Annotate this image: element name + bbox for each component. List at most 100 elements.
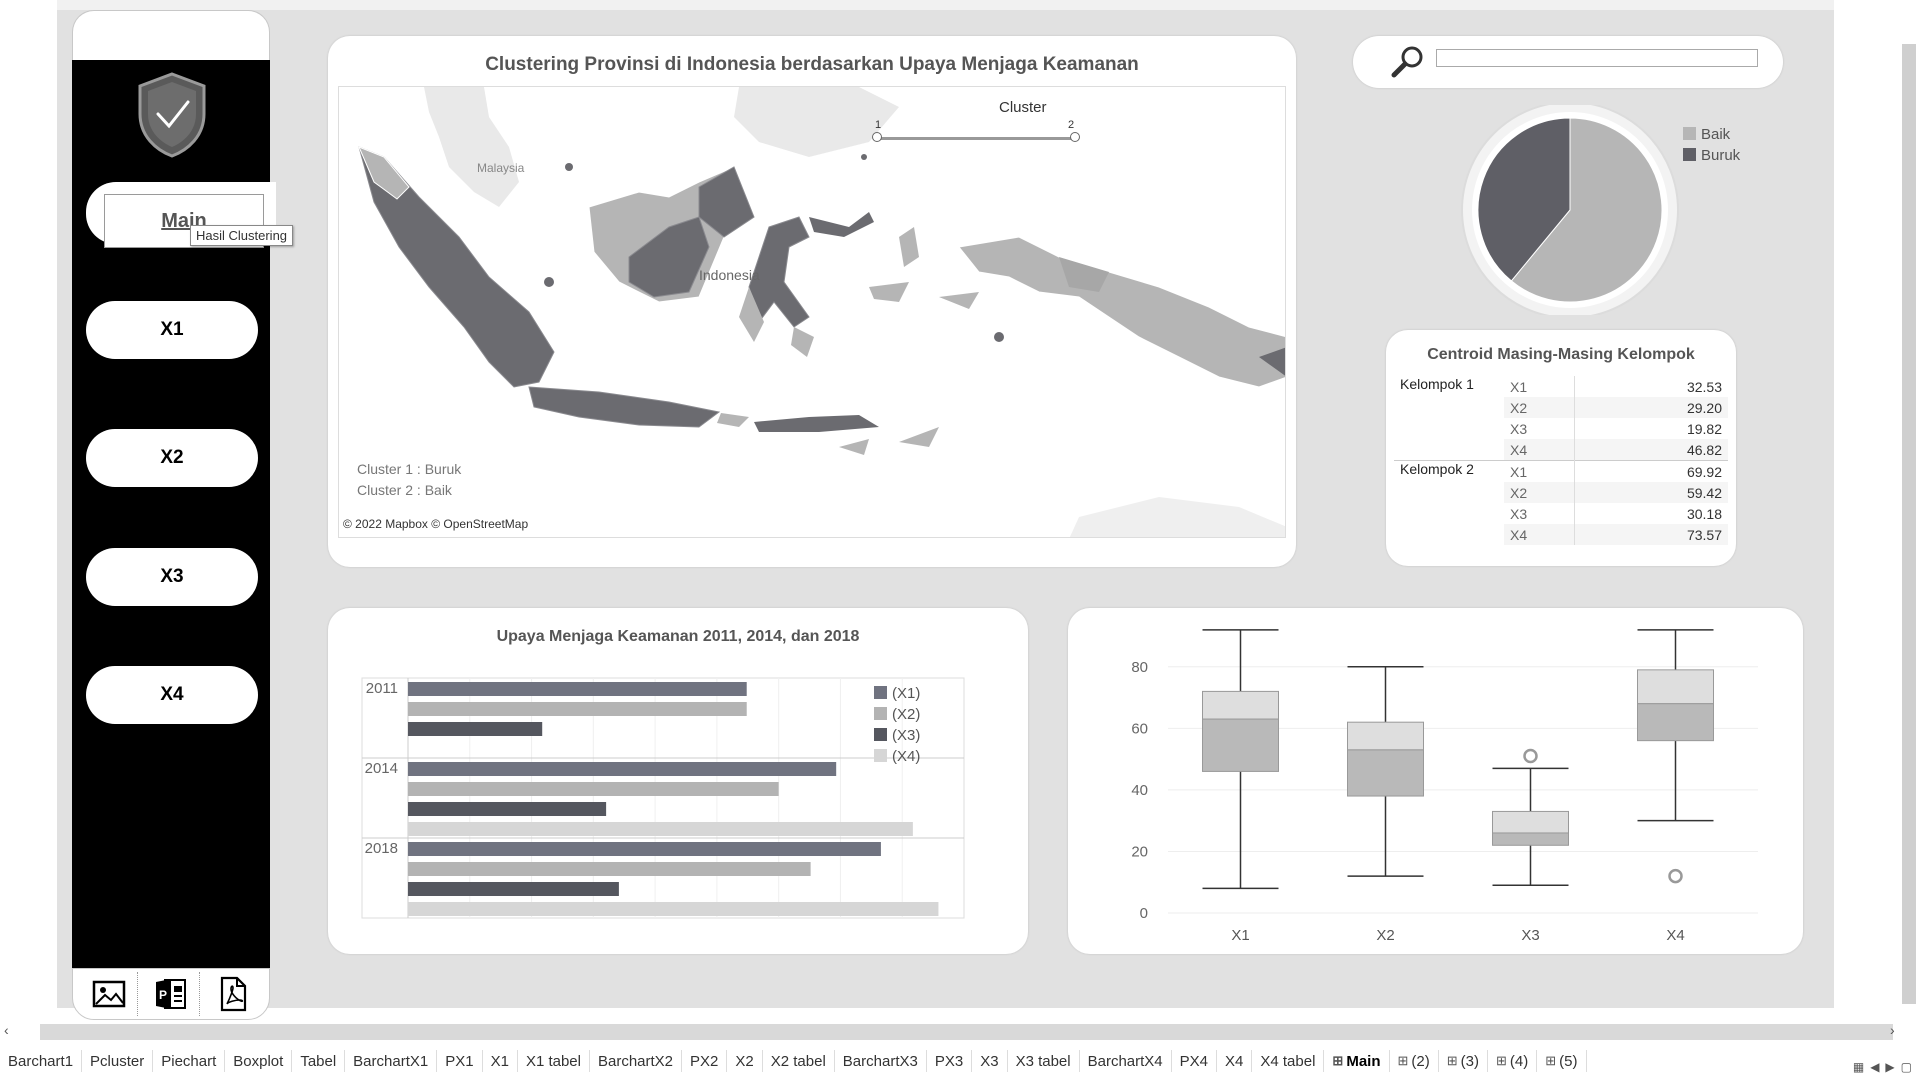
tab-barchartx1[interactable]: BarchartX1	[345, 1050, 438, 1072]
tab-piechart[interactable]: Piechart	[153, 1050, 226, 1072]
var-cell: X2	[1504, 482, 1575, 503]
tab-3[interactable]: ⊞ (3)	[1439, 1050, 1488, 1072]
search-input[interactable]	[1436, 49, 1758, 67]
fullscreen-icon[interactable]: ▢	[1900, 1060, 1912, 1074]
bar-2018-x2[interactable]	[408, 862, 811, 876]
bar-2018-x1[interactable]	[408, 842, 881, 856]
nav-button-x2[interactable]: X2	[86, 429, 258, 487]
tab-boxplot[interactable]: Boxplot	[225, 1050, 293, 1072]
tab-px4[interactable]: PX4	[1172, 1050, 1218, 1072]
tab-main[interactable]: ⊞ Main	[1324, 1050, 1390, 1072]
tab-x4[interactable]: X4	[1217, 1050, 1253, 1072]
box-upper-x3[interactable]	[1492, 810, 1569, 834]
tab-barchart1[interactable]: Barchart1	[0, 1050, 83, 1072]
var-cell: X1	[1504, 460, 1575, 482]
map-card: Clustering Provinsi di Indonesia berdasa…	[328, 36, 1296, 567]
value-cell: 73.57	[1574, 524, 1728, 545]
tab-px1[interactable]: PX1	[437, 1050, 483, 1072]
map-shapes	[358, 87, 1285, 537]
value-cell: 19.82	[1574, 418, 1728, 439]
tab-label: X4	[1225, 1052, 1244, 1070]
tab-label: X1 tabel	[525, 1052, 581, 1070]
next-sheet-icon[interactable]: ▶	[1885, 1060, 1895, 1074]
map-legend-title: Cluster	[999, 99, 1047, 116]
box-lower-x1[interactable]	[1202, 718, 1279, 772]
outlier-x3[interactable]	[1523, 748, 1538, 764]
bar-2011-x1[interactable]	[408, 682, 747, 696]
bar-2014-x3[interactable]	[408, 802, 607, 816]
tab-label: (4)	[1509, 1052, 1529, 1070]
nav-button-x3[interactable]: X3	[86, 548, 258, 606]
scroll-left-icon[interactable]: ‹	[4, 1022, 9, 1038]
legend-item-baik[interactable]: Baik	[1683, 124, 1740, 145]
box-lower-x3[interactable]	[1492, 832, 1569, 846]
cluster-range-slider[interactable]	[879, 137, 1073, 140]
tab-x3-tabel[interactable]: X3 tabel	[1008, 1050, 1080, 1072]
pie-slice-baik[interactable]	[1510, 117, 1663, 303]
bar-2014-x2[interactable]	[408, 782, 779, 796]
centroid-table: Kelompok 1 X1 32.53 X2 29.20 X3 19.82 X4 46.8…	[1394, 376, 1728, 545]
slider-handle-min[interactable]	[872, 132, 882, 142]
export-image-button[interactable]	[81, 972, 139, 1016]
tab-tabel[interactable]: Tabel	[292, 1050, 346, 1072]
tab-x1-tabel[interactable]: X1 tabel	[518, 1050, 590, 1072]
legend-swatch	[874, 707, 887, 720]
table-row: X2 29.20	[1394, 397, 1728, 418]
bar-2011-x3[interactable]	[408, 722, 543, 736]
bar-chart-card: Upaya Menjaga Keamanan 2011, 2014, dan 2…	[328, 608, 1028, 954]
tab-x2[interactable]: X2	[727, 1050, 763, 1072]
legend-swatch-buruk	[1683, 148, 1696, 161]
legend-label[interactable]: (X2)	[892, 706, 920, 723]
first-sheet-icon[interactable]: ◀	[1870, 1060, 1880, 1074]
indonesia-map[interactable]: Cluster 1 2 Malaysia Indonesia Cluster 1…	[338, 86, 1286, 538]
tab-barchartx4[interactable]: BarchartX4	[1080, 1050, 1172, 1072]
export-powerpoint-button[interactable]: P	[143, 972, 200, 1016]
grid-view-icon[interactable]: ▦	[1852, 1060, 1865, 1074]
export-pdf-button[interactable]	[205, 972, 261, 1016]
category-label: 2018	[365, 840, 398, 857]
box-upper-x4[interactable]	[1637, 669, 1714, 705]
pie-slice-buruk[interactable]	[1477, 117, 1571, 282]
box-upper-x1[interactable]	[1202, 690, 1279, 720]
scroll-right-icon[interactable]: ›	[1890, 1022, 1895, 1038]
box-lower-x2[interactable]	[1347, 749, 1424, 797]
value-cell: 59.42	[1574, 482, 1728, 503]
tab-px3[interactable]: PX3	[927, 1050, 973, 1072]
nav-button-x1[interactable]: X1	[86, 301, 258, 359]
slider-handle-max[interactable]	[1070, 132, 1080, 142]
tab-x4-tabel[interactable]: X4 tabel	[1252, 1050, 1325, 1072]
tab-px2[interactable]: PX2	[682, 1050, 728, 1072]
tab-x1[interactable]: X1	[483, 1050, 518, 1072]
scrollbar-track[interactable]	[40, 1024, 1893, 1040]
nav-button-x4[interactable]: X4	[86, 666, 258, 724]
y-tick-label: 60	[1131, 720, 1148, 737]
scrollbar-track[interactable]	[1902, 44, 1916, 1004]
legend-label[interactable]: (X3)	[892, 727, 920, 744]
tab-5[interactable]: ⊞ (5)	[1537, 1050, 1587, 1072]
legend-label-baik: Baik	[1701, 126, 1731, 143]
tab-barchartx2[interactable]: BarchartX2	[590, 1050, 683, 1072]
bar-2011-x2[interactable]	[408, 702, 747, 716]
outlier-x4[interactable]	[1668, 868, 1683, 884]
legend-item-buruk[interactable]: Buruk	[1683, 145, 1740, 166]
horizontal-scrollbar[interactable]: ‹ ›	[0, 1022, 1908, 1042]
box-lower-x4[interactable]	[1637, 703, 1714, 742]
tab-4[interactable]: ⊞ (4)	[1488, 1050, 1538, 1072]
bar-2014-x1[interactable]	[408, 762, 837, 776]
bar-2018-x4[interactable]	[408, 902, 939, 916]
legend-swatch-baik	[1683, 127, 1696, 140]
tab-2[interactable]: ⊞ (2)	[1390, 1050, 1439, 1072]
box-upper-x2[interactable]	[1347, 721, 1424, 751]
bar-2014-x4[interactable]	[408, 822, 913, 836]
tab-pcluster[interactable]: Pcluster	[82, 1050, 154, 1072]
legend-label[interactable]: (X1)	[892, 685, 920, 702]
tab-x2-tabel[interactable]: X2 tabel	[763, 1050, 835, 1072]
tab-label: BarchartX4	[1087, 1052, 1163, 1070]
tab-x3[interactable]: X3	[972, 1050, 1008, 1072]
legend-label[interactable]: (X4)	[892, 748, 920, 765]
nav-x1-label: X1	[160, 319, 184, 340]
vertical-scrollbar[interactable]	[1900, 44, 1920, 1014]
bar-2018-x3[interactable]	[408, 882, 619, 896]
tab-barchartx3[interactable]: BarchartX3	[835, 1050, 927, 1072]
search-icon[interactable]	[1389, 44, 1427, 80]
